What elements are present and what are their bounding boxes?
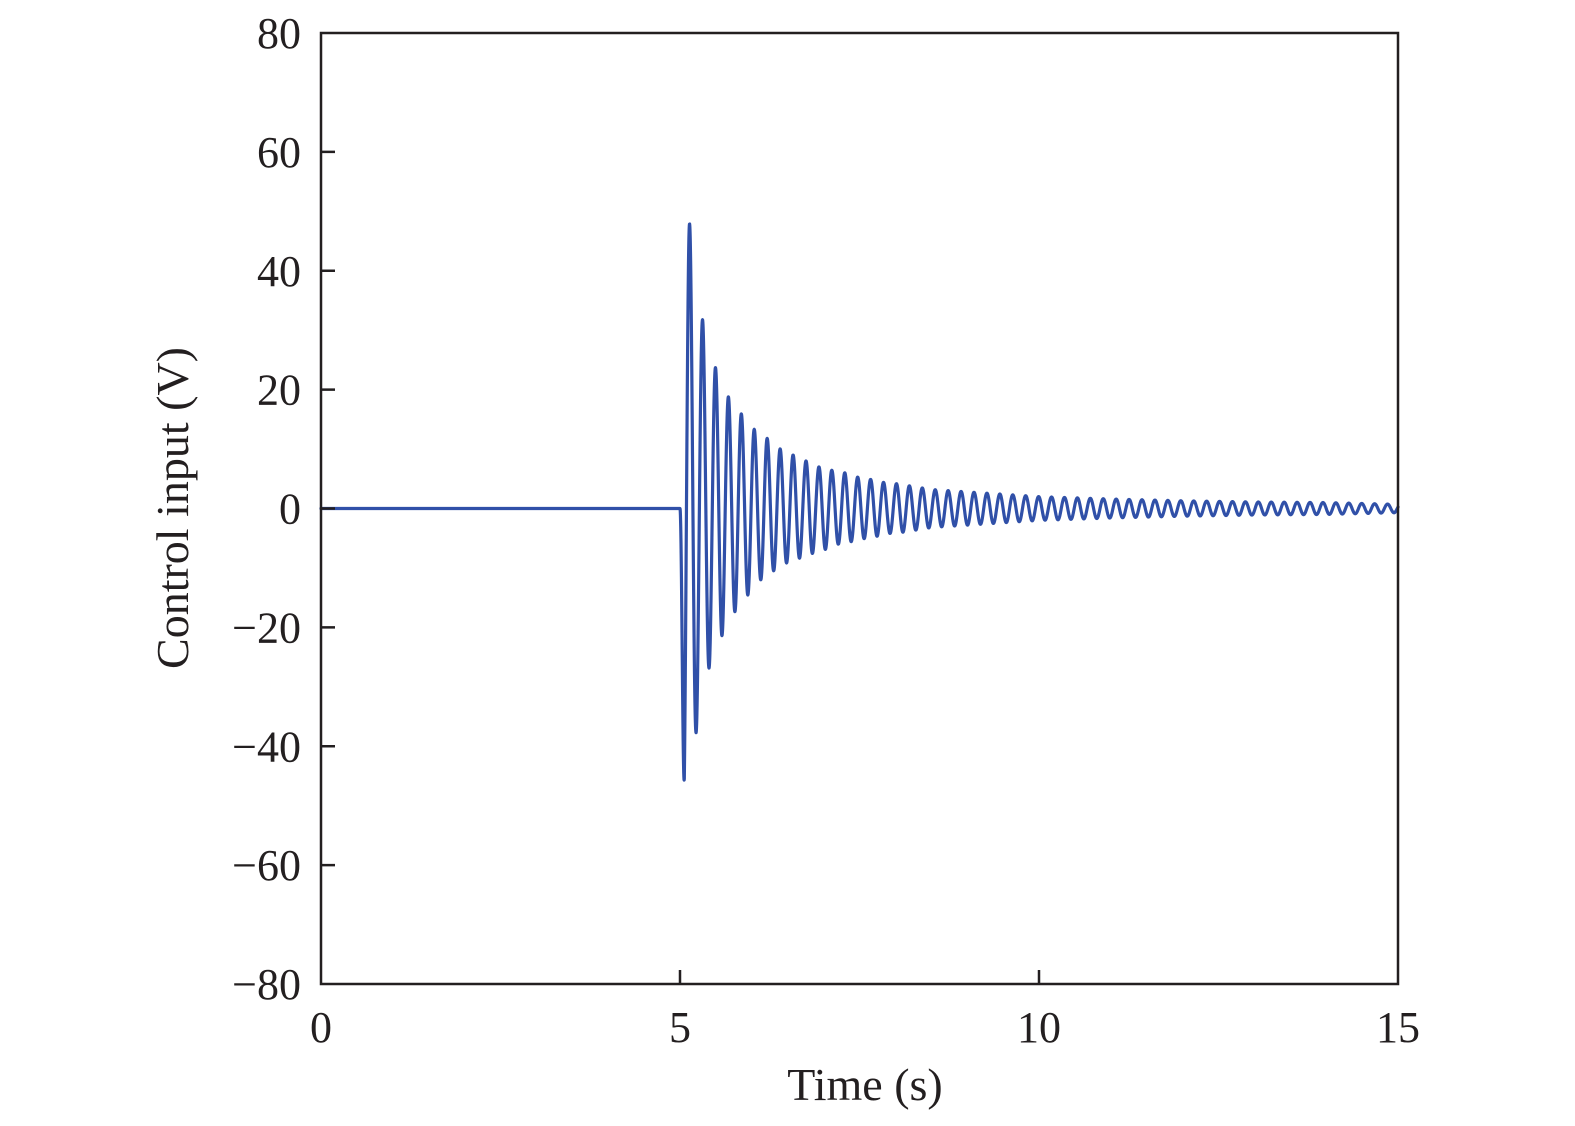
y-tick-label: 40 xyxy=(257,247,301,296)
y-tick-label: −20 xyxy=(232,603,301,652)
y-tick-label: −60 xyxy=(232,841,301,890)
x-tick-label: 5 xyxy=(669,1003,691,1052)
y-tick-label: 20 xyxy=(257,366,301,415)
plot-area xyxy=(319,222,1400,782)
y-tick-label: −40 xyxy=(232,722,301,771)
y-tick-label: 60 xyxy=(257,128,301,177)
control-input-series-line xyxy=(319,222,1400,782)
x-axis: 0 5 10 15 xyxy=(310,970,1420,1052)
x-tick-label: 15 xyxy=(1376,1003,1420,1052)
y-tick-label: 80 xyxy=(257,9,301,58)
y-axis-label: Control input (V) xyxy=(147,347,198,669)
x-axis-label: Time (s) xyxy=(787,1059,943,1110)
y-tick-label: 0 xyxy=(279,485,301,534)
y-tick-label: −80 xyxy=(232,960,301,1009)
x-tick-label: 10 xyxy=(1017,1003,1061,1052)
y-axis: 80 60 40 20 0 −20 −40 −60 −80 xyxy=(232,9,335,1009)
x-tick-label: 0 xyxy=(310,1003,332,1052)
